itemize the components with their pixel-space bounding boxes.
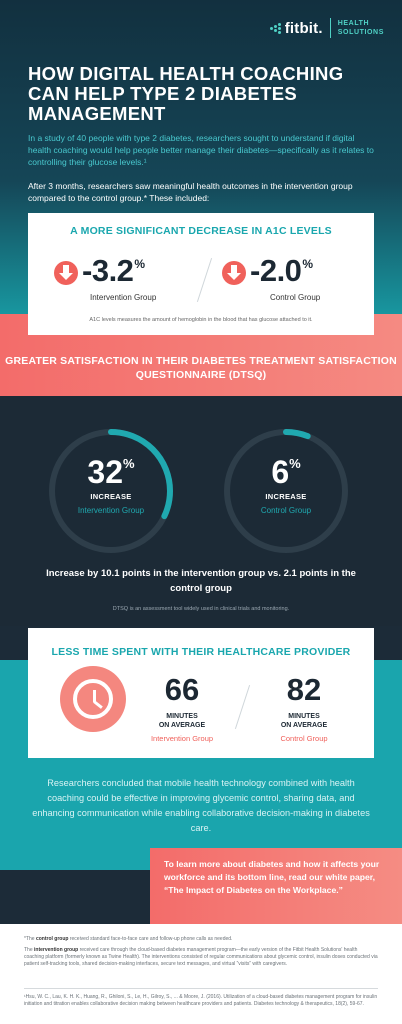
a1c-control-label: Control Group [270,293,321,302]
dtsq-control-label: Control Group [260,506,312,515]
a1c-intervention-stat: -3.2% Intervention Group [54,253,204,307]
dtsq-control-increase: INCREASE [265,492,307,501]
white-paper-callout[interactable]: To learn more about diabetes and how it … [150,848,402,924]
provider-time-card: LESS TIME SPENT WITH THEIR HEALTHCARE PR… [28,628,374,758]
a1c-intervention-label: Intervention Group [90,293,157,302]
page-title: HOW DIGITAL HEALTH COACHING CAN HELP TYP… [28,63,344,124]
dtsq-intervention-label: Intervention Group [77,506,145,515]
footnote-reference: ¹Hsu, W. C., Lau, K. H. K., Huang, R., G… [24,994,378,1007]
a1c-card: A MORE SIGNIFICANT DECREASE IN A1C LEVEL… [28,213,374,335]
brand-divider [329,18,331,38]
dtsq-control-value: 6% [271,454,301,490]
dtsq-intervention-increase: INCREASE [90,492,132,501]
arrow-down-icon [54,261,78,285]
intro-text: In a study of 40 people with type 2 diab… [28,133,374,167]
fitbit-dots-icon [267,21,281,35]
dtsq-summary: Increase by 10.1 points in the intervent… [46,568,356,594]
conclusion-text: Researchers concluded that mobile health… [32,778,370,833]
dtsq-section [0,396,402,626]
a1c-intervention-value: -3.2% [82,253,145,288]
footnote-divider [24,988,378,989]
progress-ring-icon [224,429,348,553]
brand-subtitle: HEALTH SOLUTIONS [337,20,384,36]
dtsq-note: DTSQ is an assessment tool widely used i… [112,606,290,612]
dtsq-intervention-value: 32% [87,454,135,490]
time-divider [234,684,251,730]
brand-name: fitbit. [284,19,323,37]
time-intervention-unit: MINUTES ON AVERAGE [158,713,206,729]
footnote-control-group: *The control group received standard fac… [24,936,233,942]
provider-time-heading: LESS TIME SPENT WITH THEIR HEALTHCARE PR… [51,646,351,658]
dtsq-control-ring: 6% INCREASE Control Group [221,426,351,556]
fitbit-logo: fitbit. HEALTH SOLUTIONS [267,18,384,38]
time-intervention-label: Intervention Group [150,734,214,743]
dtsq-heading: GREATER SATISFACTION IN THEIR DIABETES T… [5,355,397,381]
a1c-control-value: -2.0% [250,253,313,288]
time-control-label: Control Group [280,734,328,743]
progress-ring-icon [49,429,173,553]
a1c-heading: A MORE SIGNIFICANT DECREASE IN A1C LEVEL… [70,225,332,237]
time-control-unit: MINUTES ON AVERAGE [280,713,328,729]
time-control-value: 82 [286,672,322,707]
white-paper-callout-text: To learn more about diabetes and how it … [164,859,380,895]
intro-results-text: After 3 months, researchers saw meaningf… [28,181,353,203]
a1c-control-stat: -2.0% Control Group [222,253,372,307]
time-intervention-value: 66 [164,672,200,707]
dtsq-intervention-ring: 32% INCREASE Intervention Group [46,426,176,556]
a1c-note: A1C levels measures the amount of hemogl… [89,317,313,323]
footnotes: *The control group received standard fac… [0,924,402,1024]
clock-icon [60,666,126,732]
arrow-down-icon [222,261,246,285]
footnote-intervention-group: The intervention group received care thr… [24,947,378,967]
